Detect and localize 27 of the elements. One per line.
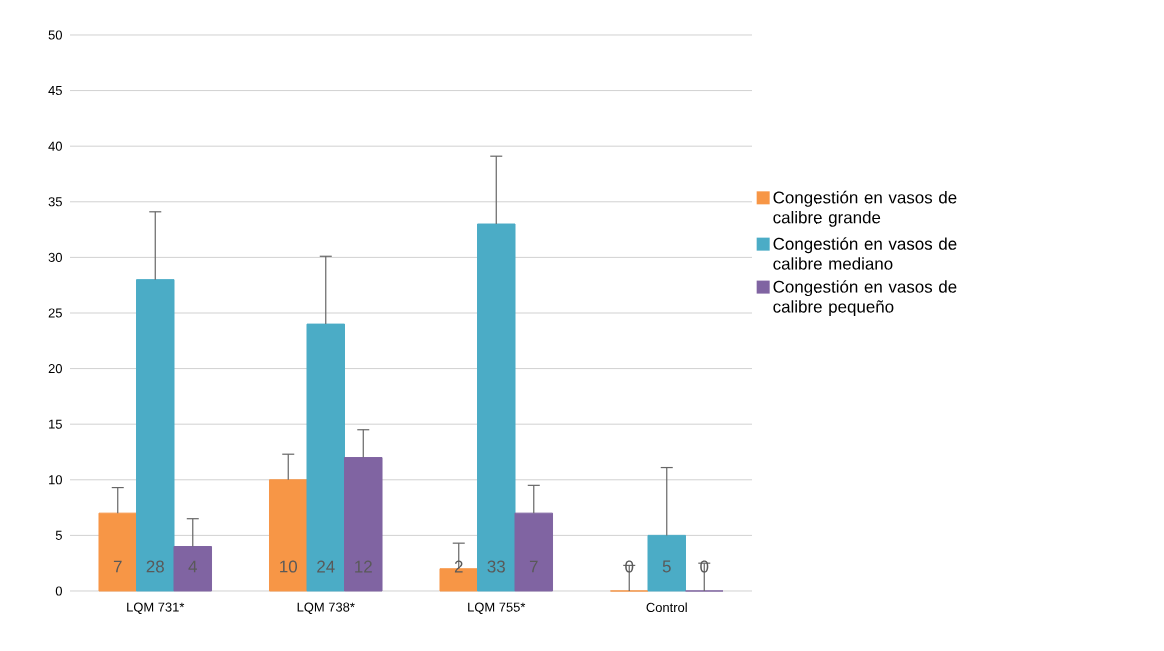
data-label: 12 xyxy=(355,560,372,573)
y-tick-label: 35 xyxy=(48,197,62,207)
x-tick-label: LQM 731* xyxy=(127,602,185,614)
y-tick-label: 25 xyxy=(48,308,62,318)
y-tick-label: 5 xyxy=(55,530,62,540)
data-label: 5 xyxy=(662,560,671,573)
y-tick-label: 30 xyxy=(48,252,62,262)
y-tick-label: 10 xyxy=(49,475,62,485)
legend-label: Congestión en vasos de calibre grande xyxy=(773,190,957,227)
legend-label: Congestión en vasos de calibre mediano xyxy=(773,237,957,270)
data-label: 28 xyxy=(146,560,164,573)
data-label: 4 xyxy=(188,560,197,573)
y-tick-label: 15 xyxy=(49,419,62,429)
data-label: 24 xyxy=(317,560,335,573)
x-tick-label: LQM 738* xyxy=(297,602,355,614)
y-tick-label: 40 xyxy=(48,141,62,151)
data-label: 7 xyxy=(529,560,538,573)
data-label: 7 xyxy=(113,560,122,573)
legend-label: Congestión en vasos de calibre pequeño xyxy=(773,280,957,317)
x-tick-label: LQM 755* xyxy=(468,602,526,614)
y-tick-label: 0 xyxy=(55,586,62,596)
y-tick-label: 20 xyxy=(48,364,62,374)
x-tick-label: Control xyxy=(646,602,687,613)
y-tick-label: 50 xyxy=(48,30,62,40)
data-label: 10 xyxy=(280,560,298,573)
y-tick-label: 45 xyxy=(48,86,62,96)
data-label: 33 xyxy=(487,560,505,573)
